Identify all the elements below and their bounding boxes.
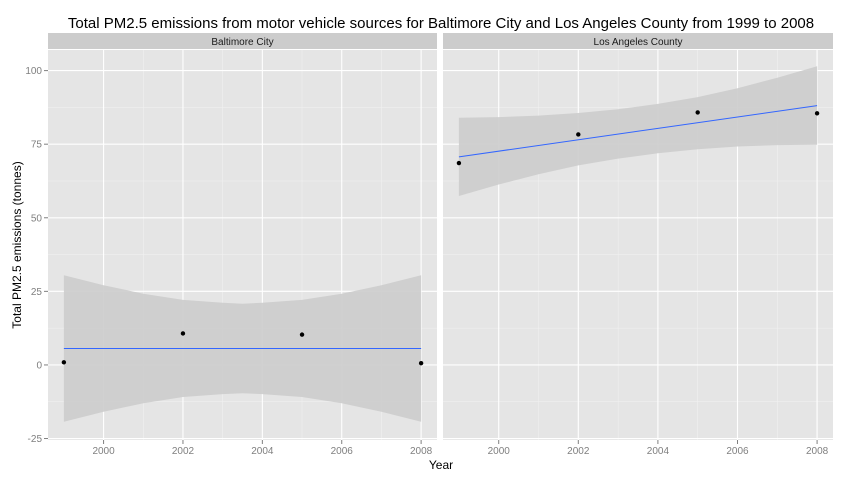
x-tick-label: 2004 bbox=[251, 446, 274, 457]
x-tick-label: 2002 bbox=[567, 446, 590, 457]
x-tick-label: 2002 bbox=[172, 446, 195, 457]
y-tick-label: 50 bbox=[31, 213, 43, 224]
facet-strip-baltimore-city bbox=[48, 33, 437, 49]
y-tick-label: 75 bbox=[31, 140, 43, 151]
y-tick-label: 0 bbox=[36, 360, 42, 371]
facet-baltimore-city: Baltimore City bbox=[48, 33, 437, 440]
y-axis-title: Total PM2.5 emissions (tonnes) bbox=[10, 161, 24, 328]
x-axis-title: Year bbox=[429, 458, 453, 472]
x-tick-label: 2006 bbox=[726, 446, 749, 457]
x-tick-label: 2006 bbox=[331, 446, 354, 457]
data-point-baltimore-city bbox=[61, 360, 67, 365]
x-tick-label: 2004 bbox=[647, 446, 670, 457]
facet-strip-los-angeles-county bbox=[443, 33, 833, 49]
y-tick-label: 100 bbox=[25, 66, 42, 77]
facet-label-los-angeles-county: Los Angeles County bbox=[594, 37, 683, 48]
x-tick-label: 2000 bbox=[488, 446, 511, 457]
data-point-baltimore-city bbox=[299, 332, 305, 337]
y-tick-label: 25 bbox=[31, 287, 43, 298]
facet-panels: Baltimore City Los Angeles County bbox=[48, 33, 833, 440]
x-tick-label: 2008 bbox=[410, 446, 433, 457]
data-point-los-angeles-county bbox=[576, 132, 581, 137]
fit-line-los-angeles-county bbox=[458, 105, 818, 158]
x-tick-label: 2008 bbox=[806, 446, 829, 457]
data-point-baltimore-city bbox=[418, 360, 424, 366]
data-point-los-angeles-county bbox=[456, 160, 462, 166]
y-tick-label: -25 bbox=[28, 434, 43, 445]
data-point-los-angeles-county bbox=[814, 111, 820, 116]
x-axis-ticks: 2000 2002 2004 2006 2008 2000 2002 2004 2006 2008 bbox=[92, 440, 829, 457]
data-point-baltimore-city bbox=[180, 331, 186, 336]
y-axis-ticks: -25 0 25 50 75 100 bbox=[25, 66, 48, 445]
chart-title: Total PM2.5 emissions from motor vehicle… bbox=[68, 15, 814, 32]
x-tick-label: 2000 bbox=[92, 446, 115, 457]
facet-los-angeles-county: Los Angeles County bbox=[443, 33, 833, 440]
data-point-los-angeles-county bbox=[695, 110, 700, 115]
facet-label-baltimore-city: Baltimore City bbox=[211, 37, 273, 48]
